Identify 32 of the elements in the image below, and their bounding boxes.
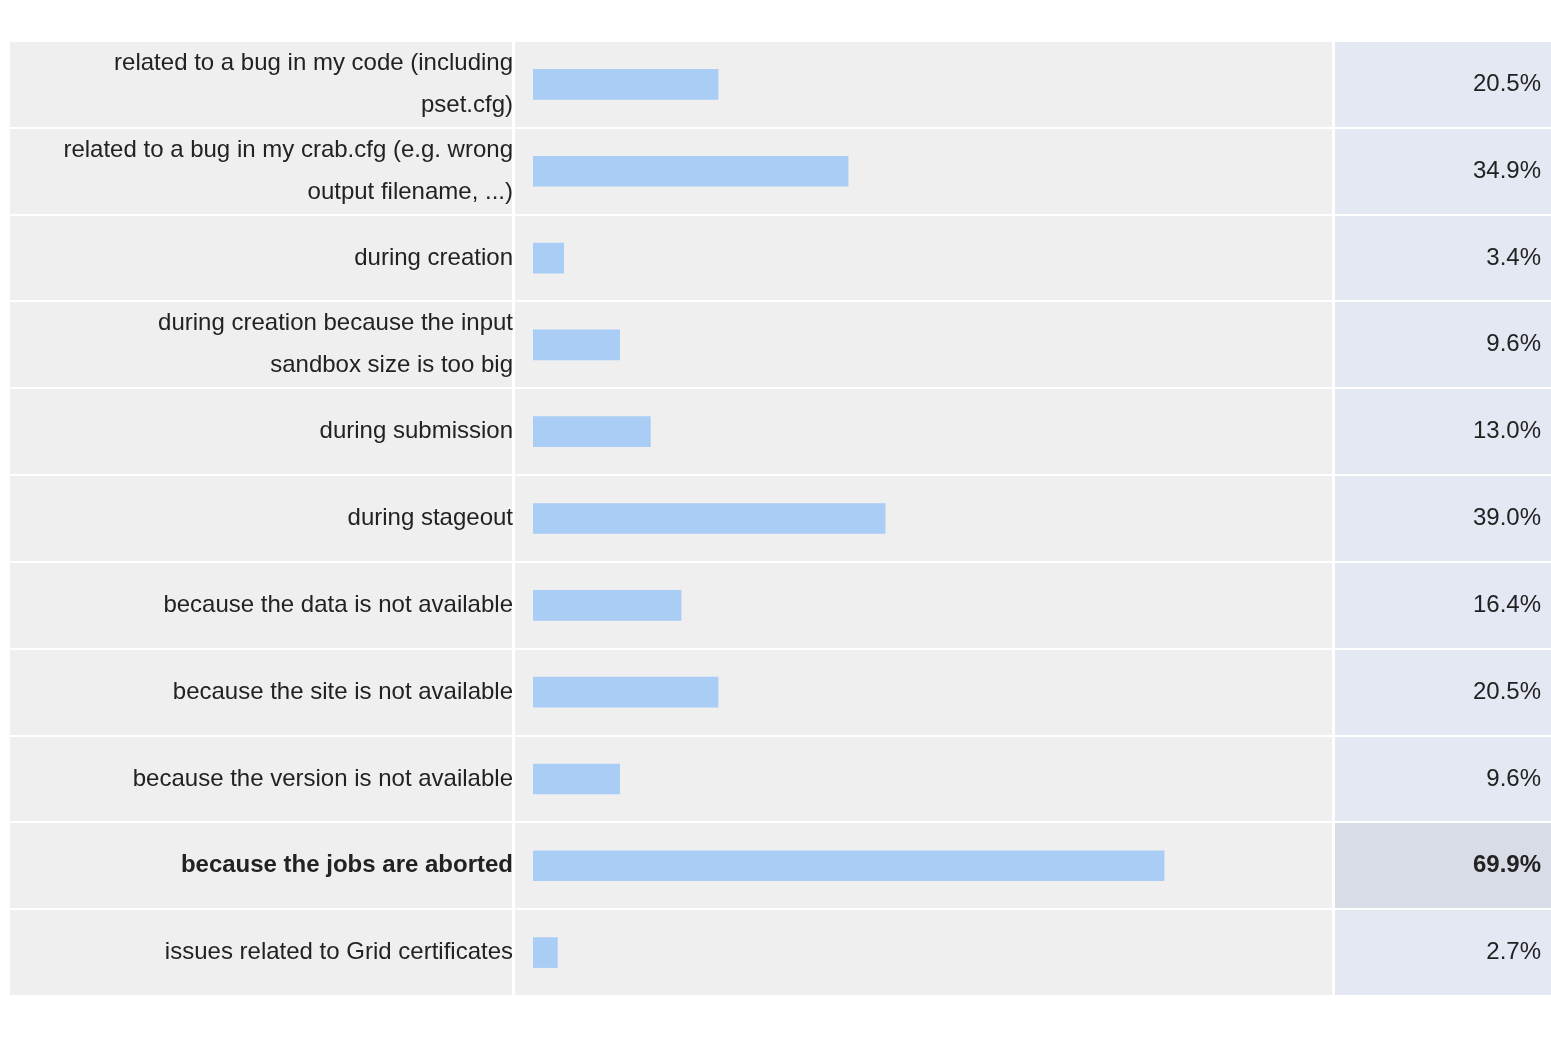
y-tick-label: related to a bug in my crab.cfg (e.g. wrong output filename, ...): [63, 134, 513, 204]
data-label: 20.5%: [1472, 69, 1541, 97]
y-tick-label: because the version is not available: [132, 763, 513, 791]
y-tick-label: during creation: [354, 242, 513, 270]
bar: [533, 503, 886, 534]
y-tick-label: issues related to Grid certificates: [164, 937, 513, 965]
bar: [533, 416, 651, 448]
bar: [533, 676, 719, 708]
data-label: 2.7%: [1486, 937, 1541, 965]
y-tick-label: during stageout: [347, 503, 514, 531]
data-label: 9.6%: [1486, 329, 1541, 357]
bar: [533, 937, 558, 968]
data-label: 69.9%: [1472, 850, 1541, 878]
bar: [533, 589, 682, 621]
y-tick-label: during creation because the input sandbox size is too big: [158, 308, 514, 378]
y-tick-label: because the site is not available: [172, 676, 513, 704]
bar: [533, 329, 620, 361]
y-tick-label: because the data is not available: [163, 589, 513, 617]
bar: [533, 763, 620, 795]
data-label: 39.0%: [1472, 503, 1541, 531]
data-label: 3.4%: [1486, 242, 1541, 270]
bar: [533, 155, 849, 187]
data-label: 20.5%: [1472, 676, 1541, 704]
data-label: 34.9%: [1472, 155, 1541, 183]
y-tick-label: because the jobs are aborted: [180, 850, 513, 878]
y-tick-label: related to a bug in my code (including pset.cfg): [114, 48, 513, 118]
bar: [533, 242, 565, 274]
data-label: 13.0%: [1472, 416, 1541, 444]
data-label: 9.6%: [1486, 763, 1541, 791]
bar: [533, 69, 719, 100]
data-label: 16.4%: [1472, 589, 1541, 617]
y-tick-label: during submission: [319, 416, 513, 444]
